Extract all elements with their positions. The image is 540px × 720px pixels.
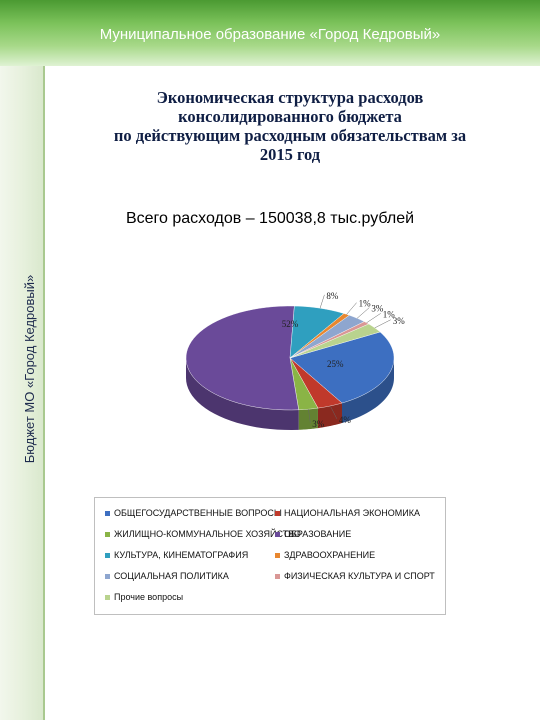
pie-leader-line [308, 409, 311, 423]
legend-item: КУЛЬТУРА, КИНЕМАТОГРАФИЯ [105, 550, 248, 560]
pie-leader-line [319, 294, 325, 309]
legend-swatch [275, 532, 280, 538]
pie-leader-line [366, 313, 381, 324]
pie-leader-line [356, 307, 370, 319]
sidebar-divider [43, 66, 45, 720]
pie-slice-side [186, 358, 299, 430]
slide-title: Экономическая структура расходов консоли… [50, 88, 530, 164]
legend-swatch [275, 574, 280, 580]
legend-label: СОЦИАЛЬНАЯ ПОЛИТИКА [114, 571, 229, 581]
legend-item: ФИЗИЧЕСКАЯ КУЛЬТУРА И СПОРТ [275, 571, 435, 581]
legend-item: ОБЩЕГОСУДАРСТВЕННЫЕ ВОПРОСЫ [105, 508, 282, 518]
header-title: Муниципальное образование «Город Кедровы… [99, 26, 441, 43]
pie-leader-line [346, 302, 357, 315]
legend-label: КУЛЬТУРА, КИНЕМАТОГРАФИЯ [114, 550, 249, 560]
pie-data-label: 3% [371, 304, 384, 314]
total-expenses: Всего расходов – 150038,8 тыс.рублей [125, 210, 415, 227]
legend-label: Прочие вопросы [114, 592, 184, 602]
legend-swatch [275, 553, 280, 559]
pie-leader-line [330, 405, 338, 419]
sidebar-band [0, 66, 44, 720]
legend-label: НАЦИОНАЛЬНАЯ ЭКОНОМИКА [284, 508, 420, 518]
legend-item: ЗДРАВООХРАНЕНИЕ [275, 550, 375, 560]
pie-slice-side [342, 358, 394, 424]
pie-data-label: 8% [326, 291, 339, 301]
pie-slice [289, 331, 395, 404]
legend-swatch [105, 553, 110, 559]
legend-label: ЗДРАВООХРАНЕНИЕ [284, 550, 376, 560]
legend-item: Прочие вопросы [105, 592, 183, 602]
pie-leader-line [374, 319, 391, 329]
legend-swatch [105, 511, 110, 517]
legend-item: ЖИЛИЩНО-КОММУНАЛЬНОЕ ХОЗЯЙСТВО [105, 529, 301, 539]
legend-item: НАЦИОНАЛЬНАЯ ЭКОНОМИКА [275, 508, 420, 518]
pie-data-label: 25% [327, 359, 344, 369]
pie-data-label: 1% [359, 299, 372, 309]
pie-slice-side [317, 403, 342, 429]
legend-label: ОБРАЗОВАНИЕ [284, 529, 352, 539]
pie-data-label: 1% [383, 309, 396, 319]
pie-data-label: 4% [339, 415, 352, 425]
pie-slice-side [298, 408, 318, 430]
slide-title-line-3: по действующим расходным обязательствам … [113, 126, 467, 145]
pie-data-label: 52% [282, 319, 299, 329]
legend-label: ФИЗИЧЕСКАЯ КУЛЬТУРА И СПОРТ [284, 571, 435, 581]
legend-swatch [275, 511, 280, 517]
header-band [0, 0, 540, 66]
pie-slice [185, 305, 299, 411]
chart-legend: ОБЩЕГОСУДАРСТВЕННЫЕ ВОПРОСЫ НАЦИОНАЛЬНАЯ … [94, 497, 446, 615]
pie-data-label: 3% [312, 419, 325, 429]
legend-swatch [105, 595, 110, 601]
legend-item: ОБРАЗОВАНИЕ [275, 529, 351, 539]
legend-label: ЖИЛИЩНО-КОММУНАЛЬНОЕ ХОЗЯЙСТВО [114, 529, 301, 539]
slide-title-line-2: консолидированного бюджета [178, 107, 402, 126]
legend-swatch [105, 574, 110, 580]
pie-data-label: 3% [393, 316, 406, 326]
legend-item: СОЦИАЛЬНАЯ ПОЛИТИКА [105, 571, 229, 581]
slide-title-line-1: Экономическая структура расходов [156, 88, 424, 107]
legend-label: ОБЩЕГОСУДАРСТВЕННЫЕ ВОПРОСЫ [114, 508, 282, 518]
slide-title-line-4: 2015 год [259, 145, 321, 164]
legend-swatch [105, 532, 110, 538]
